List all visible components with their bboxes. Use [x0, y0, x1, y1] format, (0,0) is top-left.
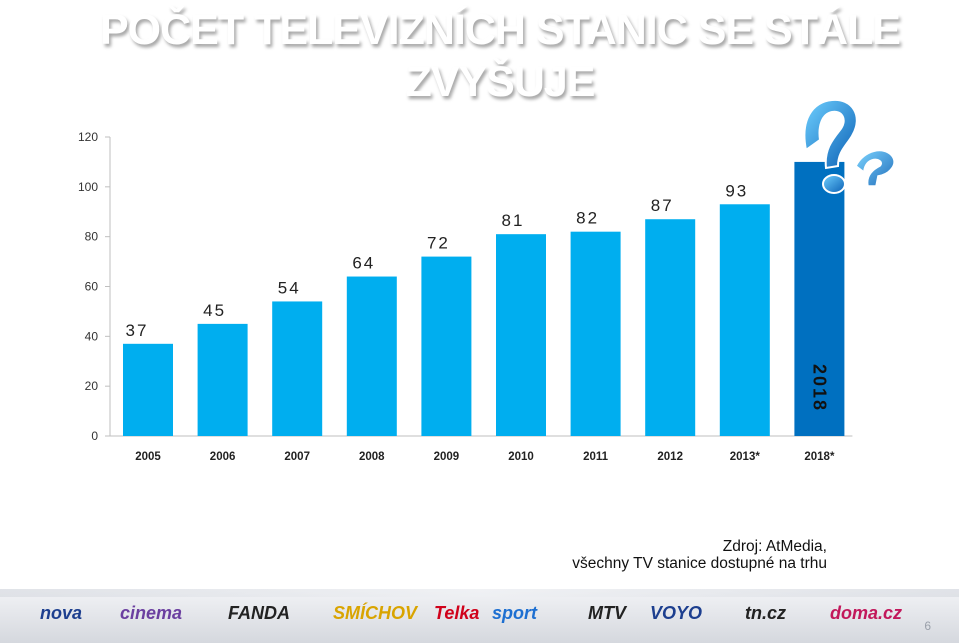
data-label: 54: [278, 278, 301, 297]
bar: [123, 343, 173, 436]
y-tick-label: 100: [78, 180, 98, 194]
bar: [719, 204, 770, 436]
data-label: 64: [352, 254, 375, 273]
y-tick-label: 0: [91, 429, 98, 443]
y-axis: 0 20 40 60 80 100 120: [78, 130, 853, 443]
logo-nova-sport: sport: [492, 603, 537, 623]
source-note: Zdroj: AtMedia, všechny TV stanice dostu…: [572, 538, 827, 572]
logo-telka: Telka: [434, 603, 480, 623]
bar: [570, 231, 621, 436]
bar: [645, 219, 696, 436]
x-tick-label: 2013*: [730, 451, 761, 463]
source-line-1: Zdroj: AtMedia,: [722, 538, 827, 555]
title-line-2: ZVYŠUJE: [405, 58, 596, 106]
y-tick-label: 20: [85, 379, 99, 393]
logo-mtv: MTV: [588, 603, 626, 623]
logo-nova-cinema: cinema: [120, 603, 183, 623]
channel-logo-bar: [0, 589, 959, 643]
data-label: 82: [576, 209, 599, 228]
bar: [346, 276, 397, 436]
source-line-2: všechny TV stanice dostupné na trhu: [572, 555, 827, 572]
x-tick-label: 2009: [434, 451, 460, 463]
data-label: 81: [502, 211, 525, 230]
y-tick-label: 80: [85, 230, 99, 244]
x-tick-label: 2018*: [804, 451, 835, 463]
x-tick-label: 2011: [583, 451, 609, 463]
x-tick-label: 2008: [359, 451, 385, 463]
bar: [421, 256, 472, 436]
bar: [794, 161, 845, 436]
logo-tncz: tn.cz: [745, 603, 787, 623]
data-label: 72: [427, 234, 450, 253]
data-label: 37: [126, 321, 149, 340]
logo-smichov: SMÍCHOV: [333, 603, 418, 623]
logo-bar-highlight: [0, 589, 959, 597]
y-tick-label: 60: [85, 280, 99, 294]
question-mark-icon: [803, 98, 895, 194]
x-tick-label: 2010: [508, 451, 534, 463]
y-tick-label: 40: [85, 329, 99, 343]
x-tick-label: 2005: [135, 451, 161, 463]
bar: [272, 301, 323, 436]
bar: [197, 323, 248, 436]
bars: 2005 37 2006 45 2007 54 2008 64 2009 72 2010 81 2011…: [123, 161, 845, 463]
data-label: 87: [651, 196, 674, 215]
bar-chart: 0 20 40 60 80 100 120 2005 37 2006 45 2007 54 2008 64…: [78, 98, 895, 463]
y-tick-label: 120: [78, 130, 98, 144]
highlight-year-label: 2018: [809, 364, 829, 412]
data-label: 93: [725, 181, 748, 200]
x-tick-label: 2012: [657, 451, 683, 463]
logo-doma: doma.cz: [830, 603, 903, 623]
logo-voyo: VOYO: [650, 603, 703, 623]
page-title: POČET TELEVIZNÍCH STANIC SE STÁLE ZVYŠUJ…: [0, 4, 959, 108]
data-label: 45: [203, 301, 226, 320]
page-number: 6: [924, 619, 931, 633]
title-line-1: POČET TELEVIZNÍCH STANIC SE STÁLE: [100, 6, 901, 54]
bar: [496, 234, 546, 436]
logo-fanda: FANDA: [228, 603, 290, 623]
logo-nova: nova: [40, 603, 83, 623]
x-tick-label: 2007: [284, 451, 310, 463]
x-tick-label: 2006: [210, 451, 236, 463]
